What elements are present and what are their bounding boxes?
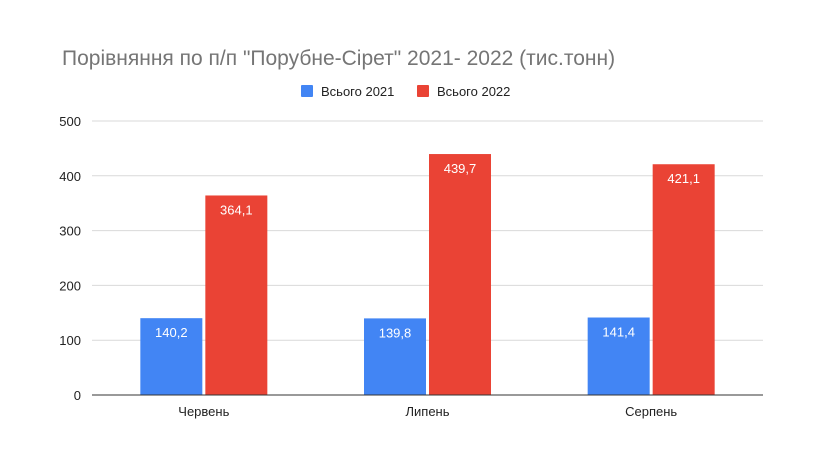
x-category-label: Серпень	[625, 404, 677, 419]
y-axis: 0 100 200 300 400 500	[59, 114, 81, 403]
y-tick-label: 300	[59, 224, 81, 239]
legend: Всього 2021 Всього 2022	[301, 84, 510, 99]
bar-2021-3	[587, 317, 650, 395]
bar-2022-3	[652, 164, 715, 395]
data-label: 139,8	[379, 325, 412, 340]
data-label: 439,7	[444, 161, 477, 176]
y-tick-label: 500	[59, 114, 81, 129]
data-label: 141,4	[602, 325, 635, 340]
bar-2021-1	[140, 318, 203, 395]
y-tick-label: 100	[59, 333, 81, 348]
y-tick-label: 200	[59, 278, 81, 293]
legend-swatch-2022	[417, 85, 429, 97]
x-axis: Червень Липень Серпень	[92, 394, 763, 419]
x-category-label: Червень	[178, 404, 229, 419]
data-label: 421,1	[667, 171, 700, 186]
grid	[92, 120, 763, 341]
chart-title: Порівняння по п/п "Порубне-Сірет" 2021- …	[62, 47, 615, 70]
y-tick-label: 400	[59, 169, 81, 184]
bar-2022-1	[205, 195, 268, 395]
legend-label-2021: Всього 2021	[321, 84, 394, 99]
legend-label-2022: Всього 2022	[437, 84, 510, 99]
legend-swatch-2021	[301, 85, 313, 97]
data-label: 364,1	[220, 202, 253, 217]
bar-2021-2	[364, 318, 426, 395]
data-label: 140,2	[155, 325, 188, 340]
x-category-label: Липень	[405, 404, 449, 419]
bar-2022-2	[429, 154, 491, 395]
y-tick-label: 0	[74, 388, 81, 403]
bars: 140,2 364,1 139,8 439,7 141,4 421,1	[140, 154, 715, 395]
